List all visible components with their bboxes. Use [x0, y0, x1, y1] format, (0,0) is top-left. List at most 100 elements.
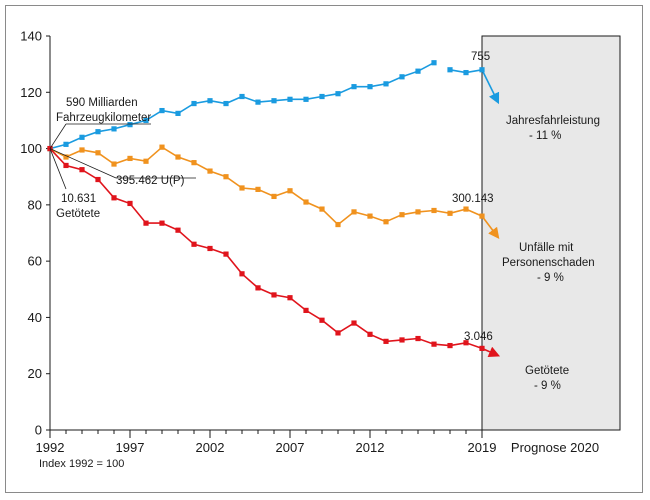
unfaelle-line-point — [415, 209, 421, 215]
unfaelle-forecast-arrow — [481, 215, 500, 240]
getoetete-line-point — [383, 338, 389, 344]
unfaelle-line-point — [335, 221, 341, 228]
getoetete-line — [49, 148, 483, 350]
unfaelle-line-point — [111, 161, 117, 167]
unfaelle-line-point — [191, 160, 197, 166]
getoetete-line-point — [335, 330, 341, 336]
unfaelle-line-point — [239, 185, 245, 191]
fahrleistung-line-point — [223, 100, 229, 107]
getoetete-end-value: 3.046 — [464, 331, 493, 343]
fahrleistung-forecast-label: - 11 % — [529, 130, 561, 142]
line-chart: 0 20 40 60 80 100 120 140 1992 1997 2002 2007 2012 20… — [20, 29, 621, 470]
getoetete-line-point — [271, 292, 277, 298]
fahrleistung-line-point — [127, 122, 133, 128]
leader-line — [49, 148, 117, 179]
unfaelle-line — [49, 146, 483, 226]
unfaelle-line-point — [63, 154, 69, 160]
annotation-layer: 590 Milliarden Fahrzeugkilometer 755 Jahres… — [49, 51, 600, 392]
unfaelle-line-point — [287, 188, 293, 194]
chart-frame: 0 20 40 60 80 100 120 140 1992 1997 2002 2007 2012 20… — [5, 5, 643, 493]
unfaelle-forecast-label: Unfälle mit — [519, 242, 574, 254]
x-tick-label: 2002 — [196, 440, 225, 455]
getoetete-line-point — [191, 241, 197, 247]
getoetete-line-point — [79, 167, 85, 173]
y-tick-label: 60 — [28, 254, 42, 269]
fahrleistung-line-point — [367, 84, 373, 90]
getoetete-forecast-label: - 9 % — [534, 380, 561, 392]
y-tick-label: 20 — [28, 366, 42, 381]
x-tick-label: 1992 — [36, 440, 65, 455]
fahrleistung-line-point — [335, 91, 341, 97]
leader-line — [49, 148, 67, 190]
y-tick-label: 100 — [20, 141, 42, 156]
x-tick-label: 1997 — [116, 440, 145, 455]
y-tick-label: 40 — [28, 310, 42, 325]
unfaelle-line-point — [79, 147, 85, 153]
fahrleistung-forecast-label: Jahresfahrleistung — [506, 115, 600, 127]
unfaelle-line-point — [303, 199, 309, 205]
fahrleistung-line-point — [415, 68, 421, 74]
fahrleistung-line-point — [271, 98, 277, 104]
getoetete-line-point — [255, 285, 261, 291]
fahrleistung-line-point — [255, 99, 261, 105]
leader-line — [49, 123, 67, 149]
fahrleistung-line-point — [431, 60, 437, 66]
getoetete-line-point — [207, 245, 213, 252]
y-tick-label: 120 — [20, 85, 42, 100]
unfaelle-line-point — [95, 150, 101, 156]
unfaelle-line-point — [431, 207, 437, 214]
fahrleistung-line-point — [175, 110, 181, 116]
axes: 0 20 40 60 80 100 120 140 1992 1997 2002 2007 2012 20… — [20, 29, 620, 470]
fahrleistung-start-label: 590 Milliarden — [66, 97, 138, 109]
unfaelle-start-label: 395.462 U(P) — [116, 175, 185, 187]
getoetete-line-point — [431, 341, 437, 347]
fahrleistung-start-label: Fahrzeugkilometer — [56, 112, 151, 124]
index-note: Index 1992 = 100 — [39, 458, 124, 470]
unfaelle-forecast-label: - 9 % — [537, 272, 564, 284]
fahrleistung-line-point — [159, 107, 165, 114]
fahrleistung-line-point — [63, 141, 69, 147]
getoetete-line-point — [159, 220, 165, 226]
unfaelle-line-point — [271, 193, 277, 200]
fahrleistung-line-point — [383, 81, 389, 87]
fahrleistung-line-point — [79, 134, 85, 140]
unfaelle-end-value: 300.143 — [452, 193, 494, 205]
getoetete-forecast-label: Getötete — [525, 365, 569, 377]
getoetete-line-point — [367, 331, 373, 337]
getoetete-line-point — [127, 200, 133, 207]
fahrleistung-line-point — [287, 96, 293, 102]
fahrleistung-forecast-arrow — [481, 69, 500, 105]
fahrleistung-line-point — [351, 84, 357, 90]
forecast-axis-label: Prognose 2020 — [511, 440, 599, 455]
unfaelle-line-point — [255, 186, 261, 192]
fahrleistung-end-value: 755 — [471, 51, 490, 63]
unfaelle-line-point — [159, 144, 165, 150]
getoetete-line-point — [239, 271, 245, 277]
fahrleistung-line-point — [319, 93, 325, 100]
fahrleistung-line-point — [191, 100, 197, 107]
unfaelle-line-point — [463, 206, 469, 212]
getoetete-line-point — [303, 307, 309, 313]
unfaelle-forecast-label: Personenschaden — [502, 257, 595, 269]
x-tick-label: 2019 — [468, 440, 497, 455]
unfaelle-line-point — [351, 209, 357, 215]
getoetete-line-point — [223, 251, 229, 257]
getoetete-line-point — [111, 195, 117, 201]
getoetete-start-label: Getötete — [56, 208, 100, 220]
getoetete-line-point — [143, 220, 149, 226]
series-layer — [47, 60, 501, 357]
getoetete-line-point — [447, 342, 453, 349]
unfaelle-line-point — [319, 206, 325, 212]
getoetete-start-label: 10.631 — [61, 193, 96, 205]
getoetete-forecast-arrow — [481, 346, 501, 357]
unfaelle-line-point — [367, 213, 373, 219]
unfaelle-line-point — [207, 168, 213, 174]
x-tick-label: 2012 — [356, 440, 385, 455]
unfaelle-line-point — [447, 210, 453, 216]
getoetete-line-point — [175, 227, 181, 233]
fahrleistung-line-point — [239, 93, 245, 100]
y-tick-label: 80 — [28, 197, 42, 212]
x-tick-label: 2007 — [276, 440, 305, 455]
fahrleistung-line-point — [111, 126, 117, 132]
getoetete-line-point — [399, 337, 405, 343]
